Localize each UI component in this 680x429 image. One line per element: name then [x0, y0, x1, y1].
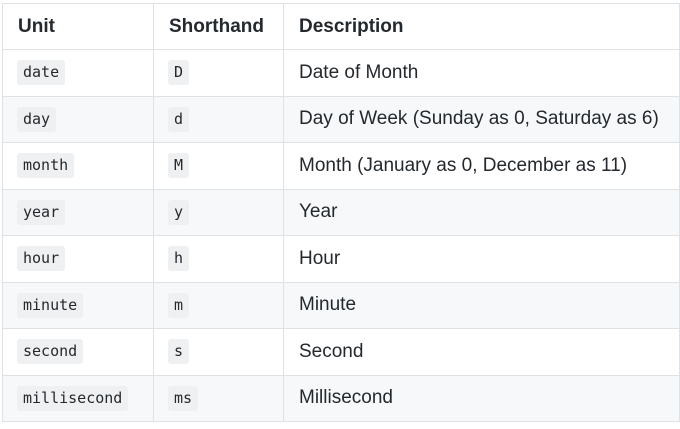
shorthand-code: m: [168, 292, 190, 318]
unit-code: hour: [17, 246, 66, 272]
shorthand-cell: D: [153, 49, 284, 97]
shorthand-code: h: [168, 246, 190, 272]
unit-code: day: [17, 106, 57, 132]
description-cell: Millisecond: [283, 374, 680, 422]
unit-cell: month: [2, 142, 154, 190]
unit-cell: minute: [2, 281, 154, 329]
shorthand-cell: s: [153, 328, 284, 376]
table-row: day d Day of Week (Sunday as 0, Saturday…: [2, 95, 680, 143]
table-row: month M Month (January as 0, December as…: [2, 142, 680, 190]
table-row: millisecond ms Millisecond: [2, 374, 680, 422]
unit-cell: year: [2, 188, 154, 236]
description-cell: Month (January as 0, December as 11): [283, 142, 680, 190]
table-row: second s Second: [2, 328, 680, 376]
table-row: minute m Minute: [2, 281, 680, 329]
shorthand-code: M: [168, 153, 190, 179]
table-row: hour h Hour: [2, 235, 680, 283]
unit-cell: day: [2, 95, 154, 143]
unit-cell: date: [2, 49, 154, 97]
description-cell: Second: [283, 328, 680, 376]
shorthand-cell: y: [153, 188, 284, 236]
shorthand-cell: d: [153, 95, 284, 143]
shorthand-code: D: [168, 60, 190, 86]
table-row: year y Year: [2, 188, 680, 236]
unit-cell: hour: [2, 235, 154, 283]
description-cell: Year: [283, 188, 680, 236]
shorthand-cell: h: [153, 235, 284, 283]
unit-code: millisecond: [17, 385, 129, 411]
table-header: Unit Shorthand Description: [2, 3, 680, 50]
header-unit: Unit: [2, 3, 154, 50]
unit-cell: millisecond: [2, 374, 154, 422]
unit-code: date: [17, 60, 66, 86]
shorthand-cell: M: [153, 142, 284, 190]
unit-code: month: [17, 153, 75, 179]
header-description: Description: [283, 3, 680, 50]
shorthand-code: ms: [168, 385, 199, 411]
unit-code: year: [17, 199, 66, 225]
unit-code: second: [17, 339, 84, 365]
table-row: date D Date of Month: [2, 49, 680, 97]
description-cell: Day of Week (Sunday as 0, Saturday as 6): [283, 95, 680, 143]
description-cell: Minute: [283, 281, 680, 329]
shorthand-code: y: [168, 199, 190, 225]
description-cell: Hour: [283, 235, 680, 283]
shorthand-code: s: [168, 339, 190, 365]
shorthand-cell: ms: [153, 374, 284, 422]
table-body: date D Date of Month day d Day of Week (…: [2, 49, 680, 422]
unit-code: minute: [17, 292, 84, 318]
header-shorthand: Shorthand: [153, 3, 284, 50]
shorthand-cell: m: [153, 281, 284, 329]
header-row: Unit Shorthand Description: [2, 3, 680, 50]
units-table: Unit Shorthand Description date D Date o…: [2, 3, 680, 422]
unit-cell: second: [2, 328, 154, 376]
shorthand-code: d: [168, 106, 190, 132]
description-cell: Date of Month: [283, 49, 680, 97]
